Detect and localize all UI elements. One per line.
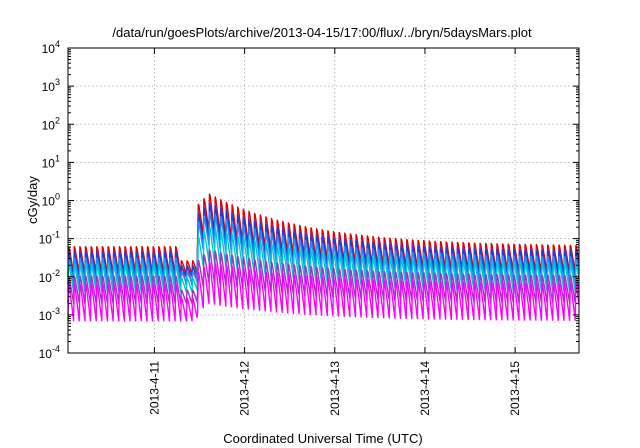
- y-tick-label: 102: [42, 115, 60, 132]
- series-lines: [67, 193, 580, 322]
- y-tick-labels: 10-4 10-3 10-2 10-1 100 101 102 103 104: [39, 39, 60, 361]
- series-line-1: [67, 193, 580, 275]
- y-tick-label: 10-3: [39, 306, 60, 323]
- x-tick-label: 2013-4-15: [508, 361, 522, 416]
- series-line-5: [67, 225, 580, 293]
- series-line-7: [67, 261, 580, 322]
- x-tick-label: 2013-4-12: [238, 361, 252, 416]
- x-tick-label: 2013-4-11: [147, 361, 161, 415]
- x-tick-label: 2013-4-14: [418, 361, 432, 416]
- y-tick-label: 10-4: [39, 344, 60, 361]
- y-tick-label: 10-2: [39, 268, 60, 285]
- series-line-3: [67, 202, 580, 278]
- chart-title: /data/run/goesPlots/archive/2013-04-15/1…: [112, 25, 532, 40]
- x-tick-labels: 2013-4-11 2013-4-12 2013-4-13 2013-4-14 2013…: [147, 361, 522, 416]
- x-tick-label: 2013-4-13: [328, 361, 342, 416]
- y-tick-label: 103: [42, 77, 60, 94]
- y-tick-label: 100: [42, 192, 60, 209]
- series-line-4: [67, 211, 580, 284]
- y-tick-label: 10-1: [39, 230, 60, 247]
- y-tick-label: 101: [42, 153, 60, 170]
- y-tick-label: 104: [42, 39, 60, 56]
- y-axis-label: cGy/day: [25, 176, 40, 224]
- tick-marks: [68, 47, 579, 354]
- series-line-6: [67, 249, 580, 305]
- x-axis-label: Coordinated Universal Time (UTC): [223, 431, 422, 446]
